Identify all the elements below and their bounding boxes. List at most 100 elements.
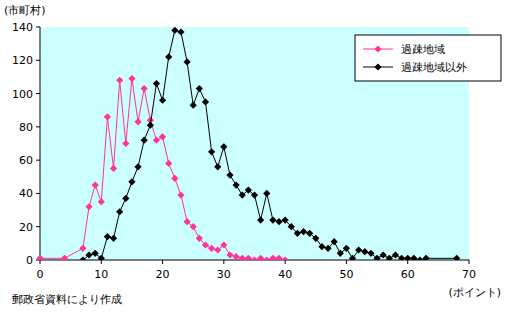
series-marker: [410, 255, 417, 260]
legend: 過疎地域過疎地域以外: [355, 35, 501, 81]
series-marker: [79, 256, 86, 260]
series-marker: [92, 182, 99, 189]
series-marker: [190, 102, 197, 109]
series-marker: [220, 143, 227, 150]
series-marker: [306, 230, 313, 237]
series-marker: [233, 253, 240, 260]
series-marker: [233, 182, 240, 189]
legend-label: 過疎地域: [401, 43, 445, 56]
series-marker: [257, 216, 264, 223]
series-marker: [196, 85, 203, 92]
series-marker: [85, 251, 92, 258]
series-marker: [226, 251, 233, 258]
series-marker: [324, 245, 331, 252]
x-tick-label: 30: [217, 268, 231, 281]
series-marker: [269, 255, 276, 260]
series-marker: [165, 53, 172, 60]
series-marker: [337, 250, 344, 257]
chart: 020406080100120140010203040506070(市町村)(ポ…: [0, 0, 505, 321]
y-tick-label: 40: [19, 187, 33, 200]
series-marker: [104, 233, 111, 240]
x-tick: [346, 260, 347, 264]
series-marker: [110, 235, 117, 242]
y-tick-label: 100: [12, 88, 33, 101]
series-marker: [288, 223, 295, 230]
series-marker: [392, 251, 399, 258]
x-tick-label: 10: [94, 268, 108, 281]
x-tick: [469, 260, 470, 264]
series-marker: [85, 203, 92, 210]
series-marker: [141, 137, 148, 144]
series-marker: [141, 85, 148, 92]
series-marker: [331, 238, 338, 245]
series-marker: [423, 255, 430, 260]
series-marker: [367, 250, 374, 257]
series-marker: [159, 97, 166, 104]
series-marker: [177, 28, 184, 35]
legend-marker: [374, 45, 381, 52]
series-marker: [110, 165, 117, 172]
series-marker: [318, 243, 325, 250]
series-marker: [300, 228, 307, 235]
x-tick-label: 60: [401, 268, 415, 281]
y-tick: [36, 226, 40, 227]
y-axis-label: (市町村): [4, 4, 46, 17]
series-marker: [128, 178, 135, 185]
legend-box: [355, 35, 501, 81]
series-marker: [122, 140, 129, 147]
series-marker: [208, 148, 215, 155]
y-tick-label: 80: [19, 121, 33, 134]
series-marker: [134, 163, 141, 170]
series-marker: [183, 58, 190, 65]
series-marker: [104, 113, 111, 120]
series-marker: [171, 27, 178, 34]
series-marker: [404, 255, 411, 260]
x-axis-label: (ポイント): [448, 286, 501, 299]
series-marker: [416, 256, 423, 260]
series-marker: [153, 137, 160, 144]
y-tick: [36, 60, 40, 61]
series-marker: [196, 235, 203, 242]
series-marker: [257, 255, 264, 260]
series-marker: [36, 255, 43, 260]
series-marker: [226, 172, 233, 179]
series-marker: [202, 98, 209, 105]
series-marker: [453, 255, 460, 260]
x-tick: [101, 260, 102, 264]
y-tick: [36, 126, 40, 127]
plot-area: [40, 27, 469, 260]
y-tick-label: 120: [12, 54, 33, 67]
x-tick: [162, 260, 163, 264]
series-marker: [275, 218, 282, 225]
series-marker: [373, 255, 380, 260]
series-marker: [312, 235, 319, 242]
series-marker: [275, 255, 282, 260]
series-marker: [190, 223, 197, 230]
series-marker: [251, 191, 258, 198]
x-tick-label: 20: [156, 268, 170, 281]
x-tick: [407, 260, 408, 264]
series-marker: [134, 118, 141, 125]
legend-label: 過疎地域以外: [401, 61, 467, 74]
series-marker: [263, 190, 270, 197]
legend-marker: [374, 63, 381, 70]
series-marker: [128, 75, 135, 82]
series-marker: [92, 250, 99, 257]
series-marker: [122, 195, 129, 202]
x-tick-label: 50: [339, 268, 353, 281]
series-marker: [214, 163, 221, 170]
series-marker: [349, 255, 356, 260]
series-marker: [239, 255, 246, 260]
series-marker: [116, 208, 123, 215]
series-marker: [269, 216, 276, 223]
series-marker: [343, 245, 350, 252]
series-marker: [220, 241, 227, 248]
series-marker: [251, 256, 258, 260]
series-marker: [361, 248, 368, 255]
y-tick-label: 140: [12, 21, 33, 34]
series-marker: [165, 160, 172, 167]
series-marker: [116, 77, 123, 84]
series-marker: [61, 255, 68, 260]
series-marker: [239, 191, 246, 198]
series-marker: [177, 191, 184, 198]
